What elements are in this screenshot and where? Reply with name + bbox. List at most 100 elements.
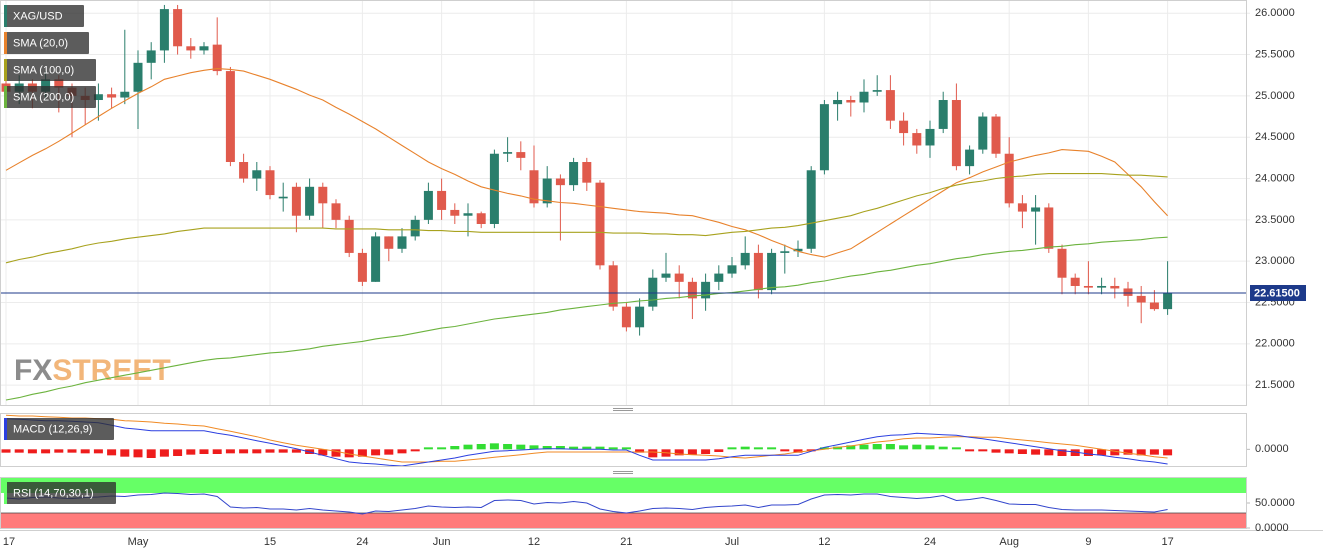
panel-splitter[interactable]	[613, 471, 633, 474]
macd-histogram-bar	[186, 449, 196, 455]
panel-splitter[interactable]	[613, 408, 633, 411]
legend-swatch[interactable]	[4, 5, 7, 27]
legend-label[interactable]: RSI (14,70,30,1)	[13, 487, 94, 499]
macd-histogram-bar	[833, 446, 843, 450]
legend-box[interactable]	[4, 418, 114, 440]
y-tick-label: 50.0000	[1255, 497, 1295, 509]
candle-body	[397, 236, 407, 249]
legend-label[interactable]: MACD (12,26,9)	[13, 423, 92, 435]
candle-body	[1136, 295, 1146, 303]
macd-histogram-bar	[529, 445, 539, 450]
candle-body	[1017, 203, 1027, 212]
legend-label[interactable]: SMA (100,0)	[13, 64, 74, 76]
macd-histogram-bar	[1070, 449, 1080, 456]
macd-histogram-bar	[225, 449, 235, 454]
macd-histogram-bar	[503, 444, 513, 450]
legend-label[interactable]: SMA (20,0)	[13, 37, 68, 49]
candle-body	[450, 209, 460, 216]
macd-histogram-bar	[159, 449, 169, 457]
candle-body	[621, 306, 631, 328]
macd-histogram-bar	[423, 447, 433, 450]
candle-body	[278, 196, 288, 199]
legend-swatch[interactable]	[4, 59, 7, 81]
macd-histogram-bar	[133, 449, 143, 458]
macd-histogram-bar	[1031, 449, 1041, 455]
macd-histogram-bar	[991, 449, 1001, 453]
legend-label[interactable]: XAG/USD	[13, 10, 63, 22]
x-tick-label: 24	[924, 536, 936, 548]
macd-histogram-bar	[1149, 449, 1159, 455]
legend-item[interactable]: SMA (20,0)	[4, 32, 89, 54]
legend-item[interactable]: SMA (100,0)	[4, 59, 96, 81]
legend-box[interactable]	[4, 5, 84, 27]
candle-body	[767, 252, 777, 291]
macd-histogram-bar	[555, 446, 565, 450]
x-tick-label: 12	[818, 536, 830, 548]
macd-histogram-bar	[199, 449, 209, 454]
legend-swatch[interactable]	[4, 418, 7, 440]
candle-body	[410, 219, 420, 237]
legend-swatch[interactable]	[4, 32, 7, 54]
macd-histogram-bar	[67, 449, 77, 453]
macd-histogram-bar	[450, 446, 460, 450]
legend-swatch[interactable]	[4, 86, 7, 108]
legend-box[interactable]	[4, 32, 89, 54]
candle-body	[529, 170, 539, 204]
macd-histogram-bar	[1110, 449, 1120, 456]
candle-body	[239, 162, 249, 179]
macd-histogram-bar	[516, 444, 526, 450]
rsi-panel-frame	[0, 477, 1247, 529]
macd-histogram-bar	[951, 447, 961, 450]
macd-histogram-bar	[476, 444, 486, 450]
macd-histogram-bar	[1017, 449, 1027, 454]
legend-item[interactable]: MACD (12,26,9)	[4, 418, 114, 440]
macd-histogram-bar	[371, 449, 381, 456]
macd-histogram-bar	[120, 449, 130, 457]
candle-body	[476, 213, 486, 224]
macd-histogram-bar	[1044, 449, 1054, 456]
macd-histogram-bar	[489, 443, 499, 450]
candle-body	[1097, 285, 1107, 288]
macd-histogram-bar	[265, 449, 275, 453]
sma-line	[5, 236, 1168, 401]
macd-histogram-bar	[912, 444, 922, 450]
candle-body	[1057, 248, 1067, 278]
macd-histogram-bar	[635, 449, 645, 453]
plot-layer	[0, 4, 1246, 528]
macd-histogram-bar	[252, 449, 262, 454]
candle-body	[1123, 288, 1133, 296]
x-tick-label: Jun	[433, 536, 451, 548]
macd-histogram-bar	[582, 446, 592, 450]
macd-histogram-bar	[80, 449, 90, 454]
legend-box[interactable]	[4, 86, 96, 108]
macd-histogram-bar	[397, 449, 407, 454]
macd-histogram-bar	[687, 449, 697, 455]
macd-histogram-bar	[1163, 449, 1173, 456]
candle-body	[885, 90, 895, 121]
macd-histogram-bar	[621, 447, 631, 450]
macd-signal-line	[5, 414, 1168, 463]
sma-line	[5, 173, 1168, 264]
macd-histogram-bar	[701, 449, 711, 454]
legend-item[interactable]: RSI (14,70,30,1)	[4, 482, 116, 504]
watermark: FXSTREET	[14, 354, 171, 387]
candle-body	[489, 153, 499, 224]
candle-body	[740, 252, 750, 266]
macd-histogram-bar	[740, 446, 750, 450]
legend-label[interactable]: SMA (200,0)	[13, 91, 74, 103]
macd-histogram-bar	[965, 449, 975, 452]
legend-item[interactable]: SMA (200,0)	[4, 86, 96, 108]
macd-histogram-bar	[1083, 449, 1093, 456]
macd-histogram-bar	[212, 449, 222, 454]
legend-item[interactable]: XAG/USD	[4, 5, 84, 27]
candle-body	[159, 9, 169, 51]
macd-histogram-bar	[331, 449, 341, 457]
macd-histogram-bar	[54, 449, 64, 453]
candle-body	[212, 44, 222, 72]
legend-box[interactable]	[4, 59, 96, 81]
candle-body	[1004, 153, 1014, 204]
legend-swatch[interactable]	[4, 482, 7, 504]
macd-histogram-bar	[819, 447, 829, 450]
macd-histogram-bar	[239, 449, 249, 454]
legend-box[interactable]	[4, 482, 116, 504]
